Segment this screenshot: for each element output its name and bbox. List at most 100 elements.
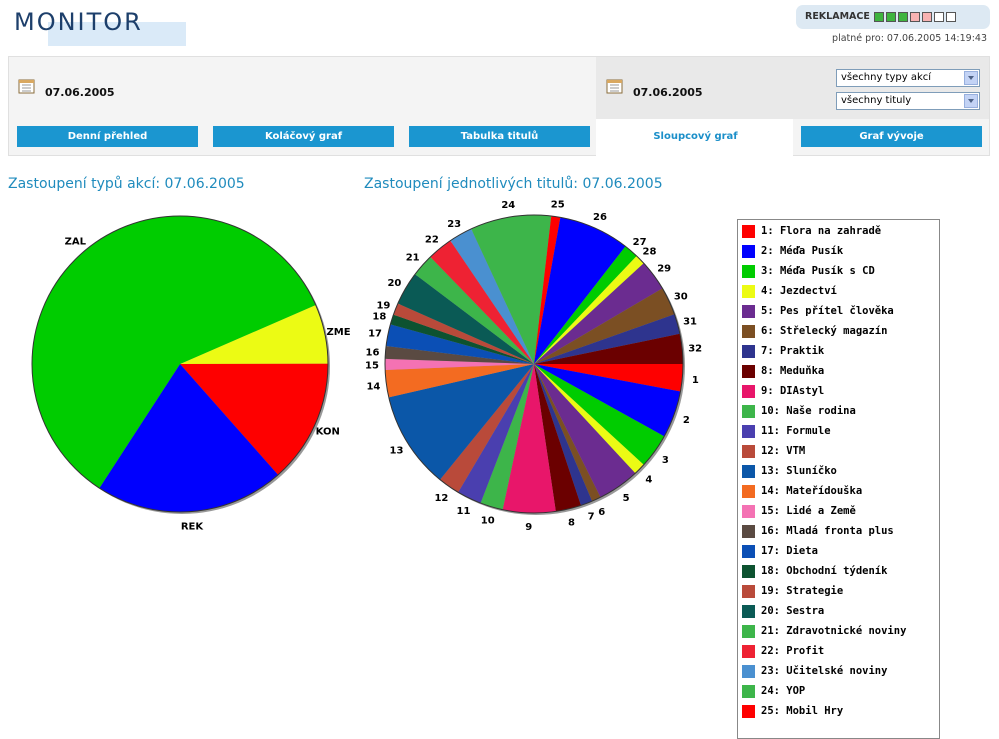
pie-label-13: 13 (390, 446, 404, 457)
legend-label: 22: Profit (761, 645, 825, 657)
legend-swatch (742, 585, 755, 598)
pie-slice-14 (385, 364, 534, 398)
reklamace-label: REKLAMACE (805, 11, 870, 22)
pie-slice-22 (430, 240, 534, 364)
pie-slice-25 (534, 216, 561, 364)
pie-label-15: 15 (365, 361, 379, 372)
pie-label-19: 19 (376, 300, 390, 311)
pie-label-REK: REK (181, 522, 205, 533)
reklamace-square (946, 12, 956, 22)
pie-slice-3 (534, 364, 665, 465)
pie-label-12: 12 (434, 493, 448, 504)
legend-swatch (742, 645, 755, 658)
calendar-icon[interactable] (606, 78, 624, 94)
pie-slice-KON (180, 363, 329, 475)
pie-slice-23 (450, 228, 534, 364)
pie-slice-9 (502, 364, 556, 513)
legend-label: 12: VTM (761, 445, 806, 457)
chevron-down-icon[interactable] (964, 71, 978, 85)
reklamace-indicator: REKLAMACE (796, 5, 990, 29)
legend-swatch (742, 365, 755, 378)
pie-label-14: 14 (366, 381, 380, 392)
legend-swatch (742, 505, 755, 518)
reklamace-square (874, 12, 884, 22)
pie-slice-1 (534, 364, 683, 392)
pie-slice-20 (397, 274, 534, 364)
legend-label: 14: Mateřídouška (761, 485, 863, 497)
legend-swatch (742, 605, 755, 618)
legend-label: 24: YOP (761, 685, 806, 697)
legend-label: 11: Formule (761, 425, 831, 437)
pie-slice-13 (388, 364, 534, 480)
pie-slice-ZME (180, 304, 328, 364)
pie-label-6: 6 (598, 507, 605, 518)
action-type-select[interactable]: všechny typy akcí (836, 69, 980, 87)
tab-tabulka-titulu[interactable]: Tabulka titulů (409, 126, 590, 147)
reklamace-square (922, 12, 932, 22)
pie-label-26: 26 (593, 212, 607, 223)
legend-swatch (742, 285, 755, 298)
pie-slice-REK (99, 364, 279, 512)
reklamace-square (886, 12, 896, 22)
calendar-icon[interactable] (18, 78, 36, 94)
pie-label-18: 18 (372, 312, 386, 323)
action-type-select-value: všechny typy akcí (841, 72, 932, 83)
legend-label: 23: Učitelské noviny (761, 665, 888, 677)
pie-slice-17 (386, 324, 534, 364)
pie-label-ZME: ZME (327, 327, 351, 338)
pie-slice-32 (534, 333, 683, 364)
legend-label: 8: Meduňka (761, 365, 825, 377)
tab-kolacovy-graf[interactable]: Koláčový graf (213, 126, 394, 147)
pie-outline (31, 215, 329, 513)
legend-label: 20: Sestra (761, 605, 825, 617)
pie-label-11: 11 (457, 506, 471, 517)
legend-label: 5: Pes přítel člověka (761, 305, 894, 317)
legend-label: 21: Zdravotnické noviny (761, 625, 907, 637)
date-to: 07.06.2005 (633, 86, 703, 99)
pie-slice-8 (534, 364, 581, 512)
pie-label-3: 3 (662, 455, 669, 466)
legend-swatch (742, 405, 755, 418)
date-from: 07.06.2005 (45, 86, 115, 99)
pie-label-32: 32 (688, 343, 702, 354)
title-select[interactable]: všechny tituly (836, 92, 980, 110)
legend-label: 2: Méďa Pusík (761, 245, 844, 257)
pie-slice-2 (534, 364, 681, 437)
legend-swatch (742, 545, 755, 558)
tab-denni-prehled[interactable]: Denní přehled (17, 126, 198, 147)
pie-slice-11 (458, 364, 534, 504)
left-chart-title: Zastoupení typů akcí: 07.06.2005 (8, 176, 245, 192)
pie-slice-16 (385, 346, 534, 364)
legend-swatch (742, 485, 755, 498)
chevron-down-icon[interactable] (964, 94, 978, 108)
legend-label: 9: DIAstyl (761, 385, 825, 397)
title-select-value: všechny tituly (841, 95, 912, 106)
pie-label-10: 10 (481, 515, 495, 526)
pie-label-22: 22 (425, 234, 439, 245)
pie-label-9: 9 (525, 522, 532, 533)
pie-slice-15 (385, 358, 534, 370)
legend-label: 25: Mobil Hry (761, 705, 844, 717)
legend-label: 6: Střelecký magazín (761, 325, 888, 337)
pie-label-17: 17 (368, 329, 382, 340)
legend-swatch (742, 525, 755, 538)
tab-graf-vyvoje[interactable]: Graf vývoje (801, 126, 982, 147)
pie-slice-31 (534, 314, 680, 364)
pie-slice-ZAL (32, 215, 316, 489)
legend-swatch (742, 565, 755, 578)
legend-label: 13: Sluníčko (761, 465, 837, 477)
pie-slice-6 (534, 364, 601, 502)
pie-label-7: 7 (588, 512, 595, 523)
tab-sloupcovy-graf[interactable]: Sloupcový graf (605, 120, 786, 154)
pie-slice-5 (534, 364, 636, 498)
legend-label: 3: Méďa Pusík s CD (761, 265, 875, 277)
pie-label-8: 8 (568, 518, 575, 529)
pie-label-23: 23 (447, 219, 461, 230)
pie-slice-28 (534, 255, 644, 364)
legend-label: 1: Flora na zahradě (761, 225, 882, 237)
pie-slice-18 (390, 314, 534, 364)
pie-slice-19 (393, 303, 534, 364)
pie-slice-30 (534, 288, 675, 364)
legend-swatch (742, 265, 755, 278)
